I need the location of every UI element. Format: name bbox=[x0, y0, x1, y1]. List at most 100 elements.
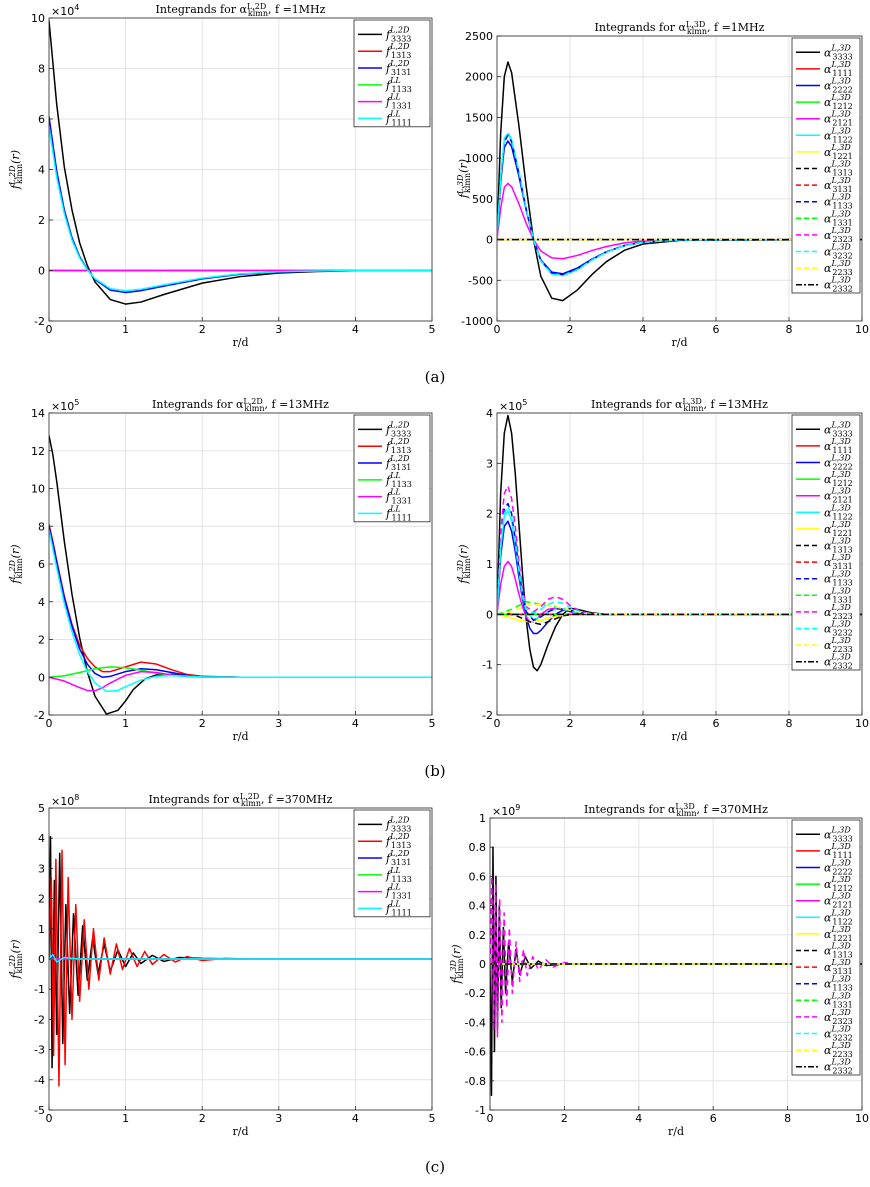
legend-box bbox=[353, 19, 431, 128]
y-tick-label: -1 bbox=[482, 659, 493, 672]
legend-label: αL,3D 2233 bbox=[824, 259, 853, 277]
legend-label: αL,3D 1212 bbox=[824, 875, 853, 893]
series-group bbox=[497, 414, 862, 672]
y-axis-label: fL,3Dklmn(r) bbox=[456, 159, 472, 199]
legend-label: fL,2D 3333 bbox=[385, 815, 411, 833]
legend-label: αL,3D 2121 bbox=[824, 110, 853, 128]
legend-label: αL,3D 2332 bbox=[824, 276, 853, 294]
chart-title: Integrands for αL,2D klmn, f =370MHz bbox=[149, 792, 333, 808]
y-tick-label: 0 bbox=[38, 671, 45, 684]
legend-label: fLL 1331 bbox=[385, 93, 412, 111]
y-tick-label: -1 bbox=[34, 983, 45, 996]
legend-label: αL,3D 1111 bbox=[824, 842, 853, 860]
x-tick-label: 6 bbox=[713, 717, 720, 730]
chart-title: Integrands for αL,3D klmn, f =1MHz bbox=[595, 20, 765, 36]
y-axis-label: fL,2Dklmn(r) bbox=[8, 939, 24, 979]
legend-label: αL,3D 1133 bbox=[824, 570, 853, 588]
axis-exponent: ×108 bbox=[51, 793, 79, 808]
legend-label: αL,3D 2233 bbox=[824, 636, 853, 654]
y-tick-label: 3 bbox=[486, 457, 493, 470]
legend-label: fLL 1111 bbox=[385, 504, 412, 522]
chart-title: Integrands for αL,3D klmn, f =13MHz bbox=[591, 397, 768, 413]
legend-label: αL,3D 3333 bbox=[824, 420, 853, 438]
series-line-11 bbox=[490, 875, 862, 1038]
y-tick-label: 1000 bbox=[465, 152, 493, 165]
x-axis-label: r/d bbox=[671, 730, 687, 743]
y-tick-label: 2 bbox=[38, 634, 45, 647]
legend-label: αL,3D 2121 bbox=[824, 487, 853, 505]
x-tick-label: 4 bbox=[352, 323, 359, 336]
legend-label: fLL 1133 bbox=[385, 866, 412, 884]
y-tick-label: 0.2 bbox=[469, 929, 487, 942]
y-tick-label: 4 bbox=[38, 596, 45, 609]
legend-label: αL,3D 3131 bbox=[824, 958, 853, 976]
chart-c-right: 0 2 4 6 8 10 -1 -0.8 -0.6 -0.4 -0.2 0 0.2 0.4 0.6 0.8 1 ×… bbox=[449, 802, 869, 1138]
y-tick-label: 1 bbox=[479, 812, 486, 825]
legend-label: αL,3D 1313 bbox=[824, 941, 853, 959]
y-tick-label: -0.4 bbox=[465, 1016, 486, 1029]
x-tick-label: 2 bbox=[199, 1112, 206, 1125]
y-tick-label: 2500 bbox=[465, 30, 493, 43]
x-tick-label: 8 bbox=[784, 1112, 791, 1125]
legend-box bbox=[353, 414, 431, 523]
y-axis-label: fL,2Dklmn(r) bbox=[8, 150, 24, 190]
y-axis-label: fL,3Dklmn(r) bbox=[456, 544, 472, 584]
legend-label: αL,3D 3333 bbox=[824, 43, 853, 61]
y-tick-label: 2 bbox=[38, 893, 45, 906]
y-tick-label: 2 bbox=[38, 214, 45, 227]
x-tick-label: 5 bbox=[429, 1112, 436, 1125]
y-tick-label: -0.6 bbox=[465, 1046, 486, 1059]
x-axis-label: r/d bbox=[232, 1125, 248, 1138]
x-tick-label: 4 bbox=[352, 1112, 359, 1125]
y-tick-label: -3 bbox=[34, 1044, 45, 1057]
y-tick-label: 0.6 bbox=[469, 870, 487, 883]
axis-exponent: ×105 bbox=[51, 398, 79, 413]
y-tick-label: -2 bbox=[34, 709, 45, 722]
y-tick-label: -2 bbox=[482, 709, 493, 722]
series-line-0 bbox=[49, 20, 432, 305]
legend-label: fLL 1133 bbox=[385, 471, 412, 489]
y-tick-label: -0.2 bbox=[465, 987, 486, 1000]
series-group bbox=[49, 435, 432, 715]
y-tick-label: 14 bbox=[31, 407, 45, 420]
x-tick-label: 5 bbox=[429, 717, 436, 730]
x-tick-label: 1 bbox=[122, 717, 129, 730]
y-tick-label: 3 bbox=[38, 862, 45, 875]
y-tick-label: 4 bbox=[38, 164, 45, 177]
legend-label: fL,2D 1313 bbox=[385, 832, 411, 850]
x-axis-label: r/d bbox=[671, 336, 687, 349]
legend-label: αL,3D 1313 bbox=[824, 159, 853, 177]
x-tick-label: 4 bbox=[352, 717, 359, 730]
x-tick-label: 2 bbox=[199, 323, 206, 336]
chart-b-right: 0 2 4 6 8 10 -2 -1 0 1 2 3 4 ×105 Integrands for αL,3D… bbox=[456, 397, 869, 743]
x-tick-label: 2 bbox=[567, 323, 574, 336]
y-tick-label: 0 bbox=[486, 608, 493, 621]
x-tick-label: 2 bbox=[199, 717, 206, 730]
axis-exponent: ×104 bbox=[51, 3, 79, 18]
axis-exponent: ×109 bbox=[492, 803, 520, 818]
series-group bbox=[49, 835, 432, 1087]
chart-a-right: 0 2 4 6 8 10 -1000 -500 0 500 1000 1500 2000 2500 Inte… bbox=[456, 20, 869, 349]
x-axis-label: r/d bbox=[668, 1125, 684, 1138]
chart-title: Integrands for αL,2D klmn, f =13MHz bbox=[152, 397, 329, 413]
legend-label: αL,3D 1111 bbox=[824, 60, 853, 78]
legend-box bbox=[791, 819, 861, 1076]
y-tick-label: 2 bbox=[486, 508, 493, 521]
legend-label: αL,3D 1331 bbox=[824, 209, 853, 227]
x-tick-label: 4 bbox=[640, 323, 647, 336]
legend-label: fLL 1331 bbox=[385, 488, 412, 506]
y-tick-label: 6 bbox=[38, 558, 45, 571]
y-tick-label: 10 bbox=[31, 483, 45, 496]
legend-label: αL,3D 1122 bbox=[824, 126, 853, 144]
y-tick-label: -0.8 bbox=[465, 1075, 486, 1088]
legend-label: fL,2D 3131 bbox=[385, 59, 411, 77]
x-tick-label: 10 bbox=[855, 717, 869, 730]
x-tick-label: 10 bbox=[855, 1112, 869, 1125]
x-tick-label: 2 bbox=[561, 1112, 568, 1125]
legend-label: fLL 1331 bbox=[385, 883, 412, 901]
